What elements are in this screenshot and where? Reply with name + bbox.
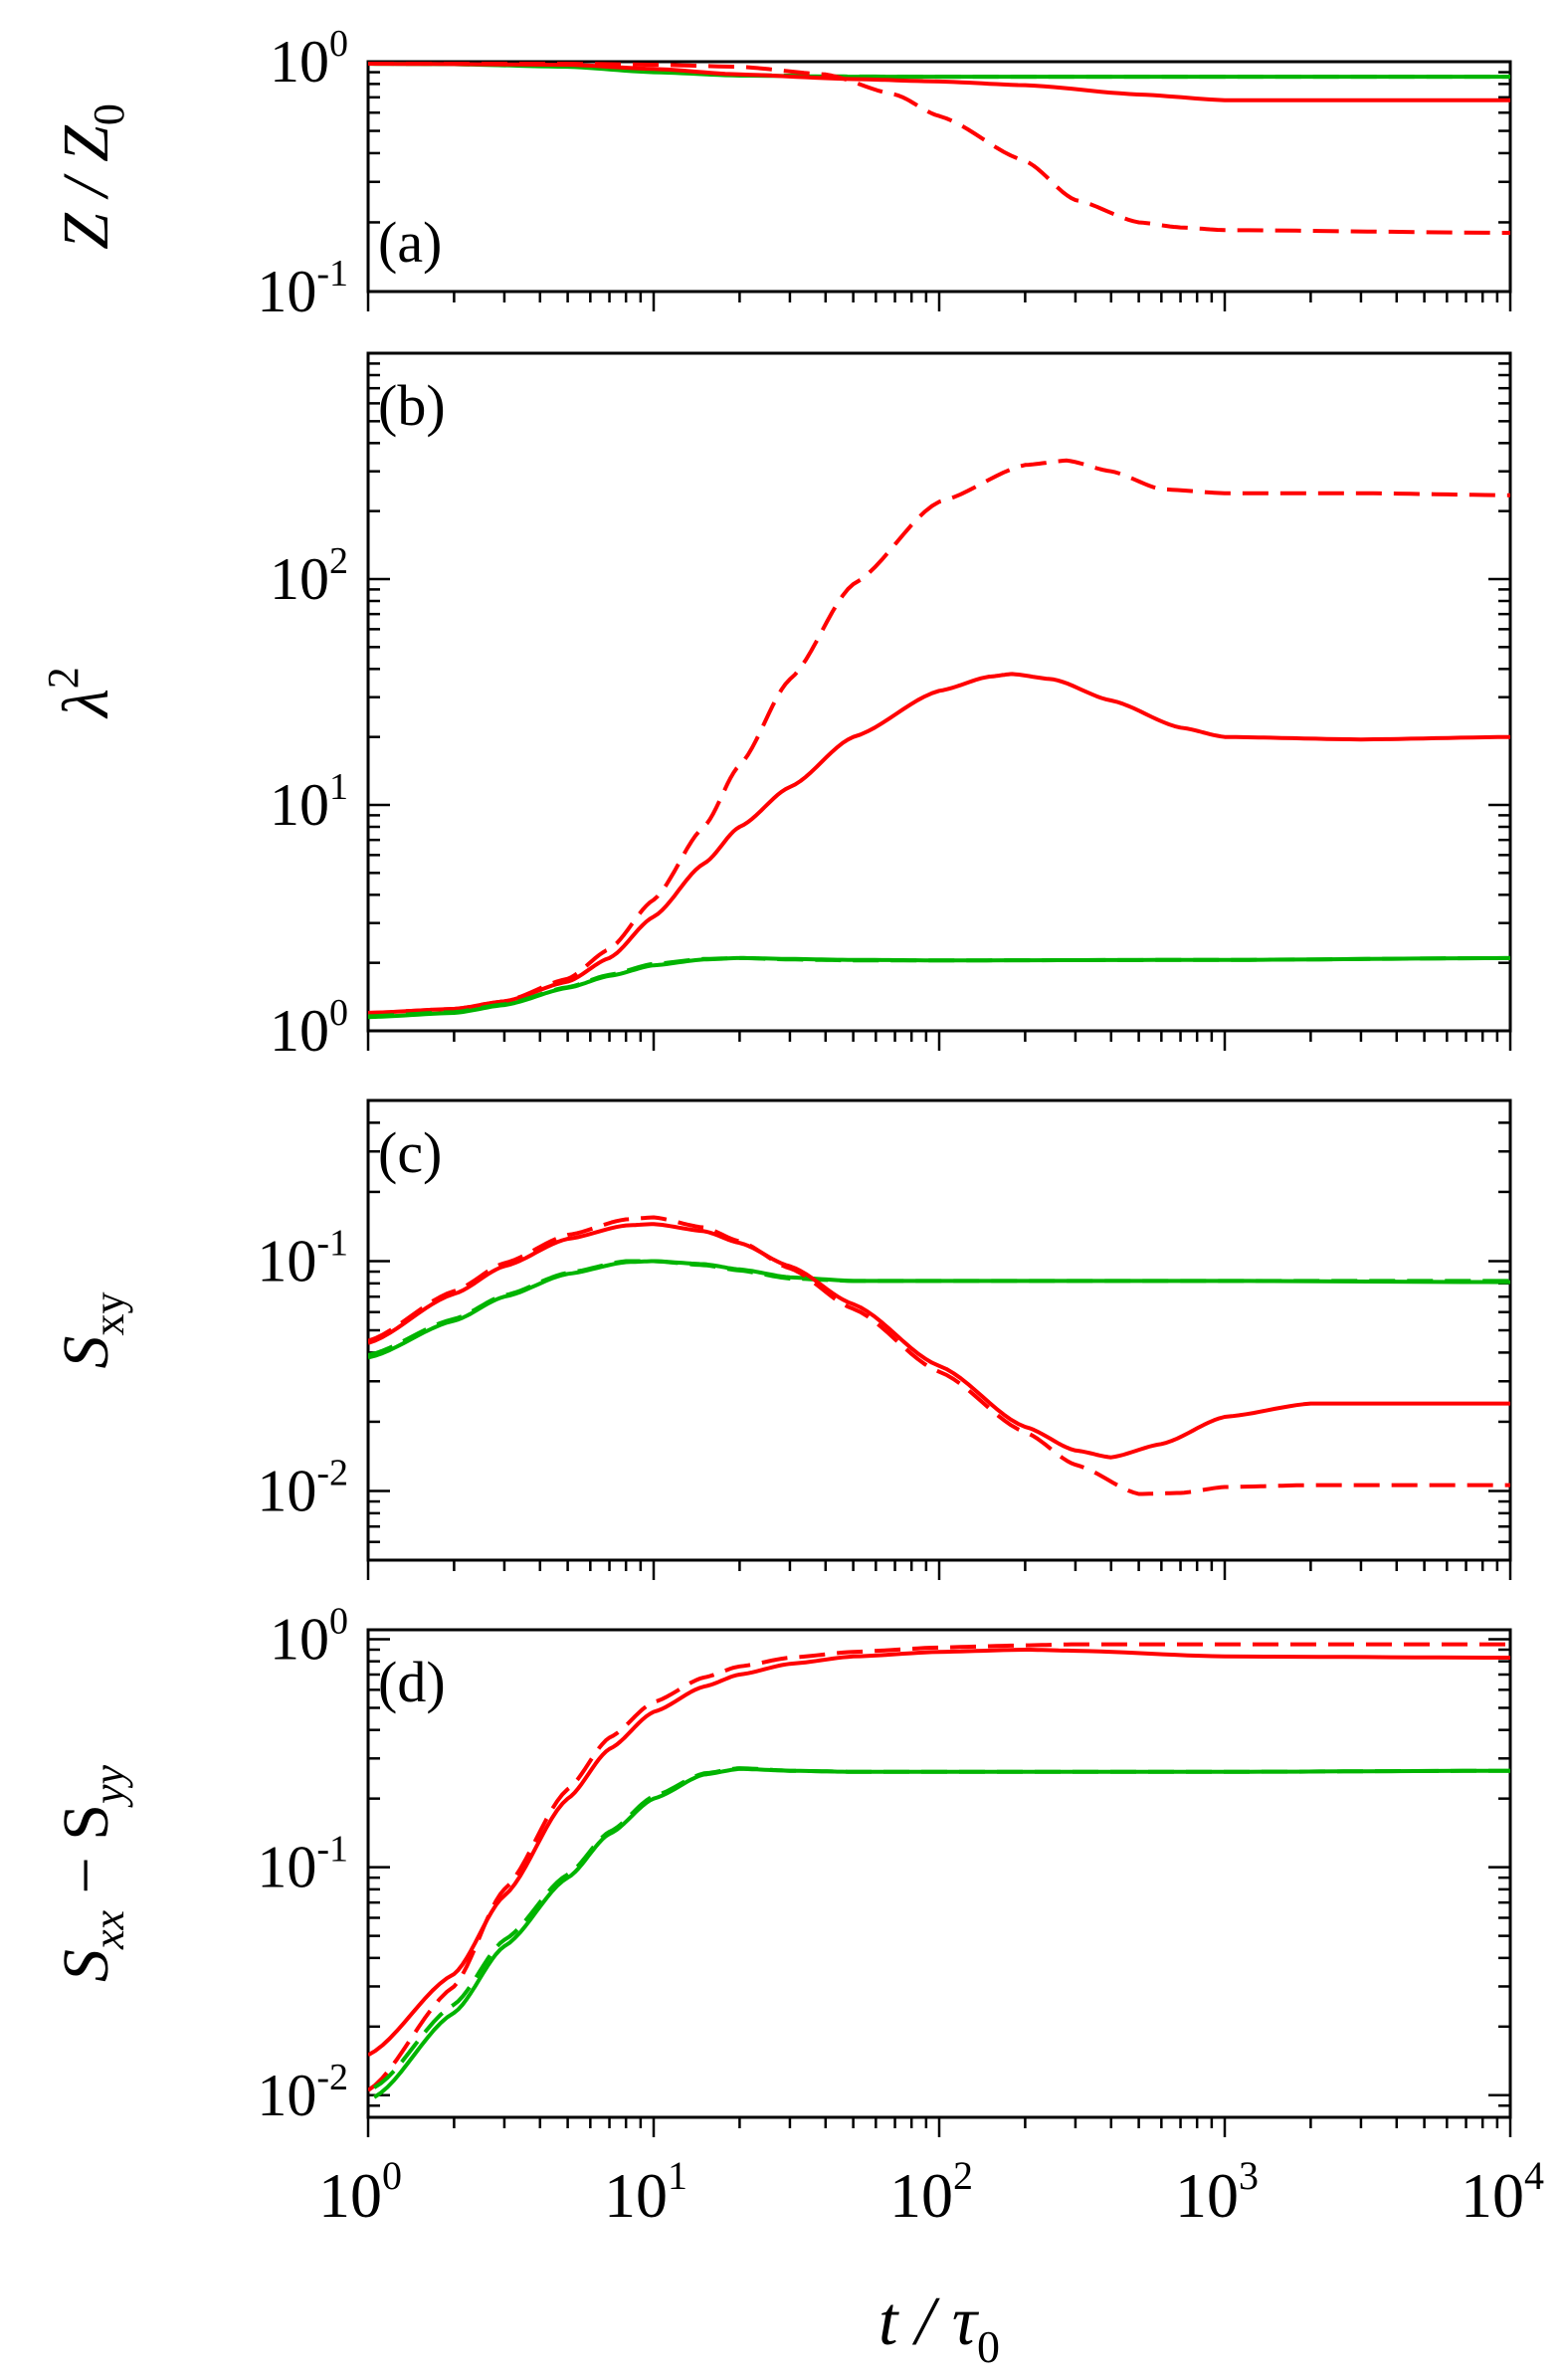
y-axis-label: Z / Z0 — [50, 103, 133, 250]
series-line-red-solid — [368, 1648, 1510, 2058]
series-line-red-dashed — [368, 62, 1510, 235]
y-tick-label: 100 — [270, 992, 348, 1064]
y-tick-label: 10-2 — [257, 2057, 348, 2128]
x-tick-label: 101 — [604, 2153, 687, 2231]
panel-label: (a) — [378, 210, 442, 275]
series-line-red-solid — [368, 1222, 1510, 1460]
panel-d: 100 10-1 10-2 (d) Sxx − Syy — [50, 1600, 1512, 2137]
x-tick-label: 100 — [318, 2153, 402, 2231]
y-ticks — [368, 60, 1510, 294]
panel-label: (d) — [378, 1650, 446, 1714]
series-line-red-dashed — [368, 458, 1510, 1015]
y-tick-label: 10-1 — [257, 253, 348, 324]
y-axis-label: Sxx − Syy — [50, 1765, 133, 1983]
series-line-green-dashed — [368, 955, 1510, 1019]
plot-frame — [366, 60, 1512, 294]
y-axis-label: Sxy — [50, 1292, 133, 1369]
y-tick-label: 10-1 — [257, 1829, 348, 1900]
panel-label: (b) — [378, 373, 446, 438]
x-tick-label: 103 — [1175, 2153, 1259, 2231]
plot-frame — [366, 1098, 1512, 1562]
x-axis-label: t / τ0 — [879, 2283, 1000, 2372]
y-tick-label: 101 — [270, 766, 348, 838]
series-line-red-solid — [368, 672, 1510, 1015]
y-axis-label: λ2 — [39, 667, 122, 719]
plot-frame — [366, 1628, 1512, 2119]
y-ticks — [368, 351, 1510, 1033]
y-tick-label: 100 — [270, 1600, 348, 1672]
series-line-green-dashed — [373, 1766, 1510, 2089]
x-ticks — [366, 1031, 1512, 1051]
y-tick-label: 10-2 — [257, 1452, 348, 1523]
x-ticks — [366, 2117, 1512, 2137]
panel-a: 100 10-1 (a) Z / Z0 — [50, 23, 1512, 324]
x-tick-label: 102 — [889, 2153, 973, 2231]
series-line-red-dashed — [368, 1642, 1510, 2092]
series-line-green-solid — [368, 1259, 1510, 1360]
y-ticks — [368, 1098, 1510, 1562]
y-tick-label: 10-1 — [257, 1222, 348, 1293]
panel-label: (c) — [378, 1120, 442, 1185]
y-ticks — [368, 1638, 1510, 2119]
series-line-red-solid — [368, 62, 1510, 102]
series-line-green-solid — [373, 1766, 1510, 2099]
series-line-green-dashed — [368, 1259, 1510, 1357]
panel-c: 10-1 10-2 (c) Sxy — [50, 1098, 1512, 1580]
panel-b: 100 101 102 (b) λ2 — [39, 351, 1512, 1064]
x-ticks — [366, 1560, 1512, 1580]
x-ticks — [366, 292, 1512, 311]
series-line-red-dashed — [368, 1215, 1510, 1496]
y-tick-label: 100 — [270, 23, 348, 95]
x-tick-label: 104 — [1461, 2153, 1544, 2231]
y-tick-label: 102 — [270, 540, 348, 612]
